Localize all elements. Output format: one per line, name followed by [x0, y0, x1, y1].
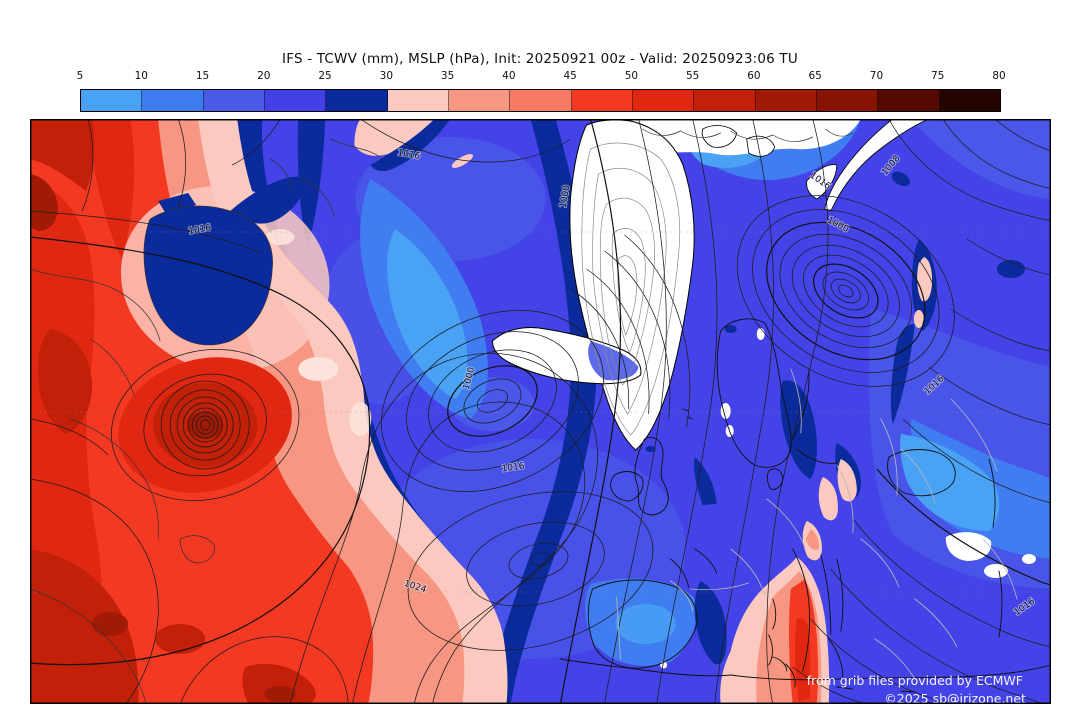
weather-map-svg: 1016101610001000101610241016100810001016… [30, 119, 1051, 704]
colorbar-tick-label: 75 [931, 70, 945, 82]
colorbar-segment [571, 90, 633, 111]
coastlines [30, 138, 1051, 704]
colorbar-segment [203, 90, 265, 111]
colorbar-segment [448, 90, 511, 111]
colorbar-tick-label: 10 [134, 70, 148, 82]
isobars-atlantic-front [559, 119, 829, 704]
colorbar-tick-label: 20 [257, 70, 271, 82]
colorbar-tick-label: 30 [379, 70, 394, 82]
colorbar-segment [939, 90, 1000, 111]
colorbar-segment [264, 90, 327, 111]
colorbar-tick-label: 5 [76, 70, 84, 82]
isobars-red-zone [30, 119, 371, 704]
watermark-credit: from grib files provided by ECMWF [807, 673, 1023, 688]
colorbar-tick-label: 70 [869, 70, 884, 82]
latitude-gridlines [30, 231, 1051, 593]
map-border [30, 119, 1051, 704]
colorbar-tick-label: 55 [685, 70, 700, 82]
dry-white-areas [491, 119, 1036, 669]
colorbar-tick-label: 65 [808, 70, 822, 82]
colorbar-tick-label: 40 [502, 70, 516, 82]
isobars-iceland-low [289, 119, 691, 704]
isobars-azores-high [407, 491, 654, 651]
colorbar-tick-label: 15 [195, 70, 210, 82]
colorbar-tick-label: 60 [747, 70, 761, 82]
isobars-hurricane [110, 349, 300, 501]
colorbar-segment [755, 90, 817, 111]
colorbar-segment [326, 90, 388, 111]
tcwv-colorbar [80, 89, 1001, 112]
colorbar-tick-label: 50 [624, 70, 639, 82]
watermark-copyright: ©2025 sb@irizone.net [884, 691, 1026, 704]
isobars-east-europe [792, 119, 1051, 704]
colorbar-segment [510, 90, 572, 111]
svalbard-islands [701, 125, 738, 148]
chart-title: IFS - TCWV (mm), MSLP (hPa), Init: 20250… [282, 51, 798, 67]
colorbar-segment [816, 90, 879, 111]
isobar-label: 1016 [501, 461, 525, 474]
colorbar-tick-label: 80 [992, 70, 1006, 82]
tcwv-shading-red [30, 119, 508, 704]
map-area: 1016 1016 1000 1000 1016 1024 1016 1008 1000 1016… [30, 119, 1051, 704]
colorbar-tick-label: 35 [440, 70, 455, 82]
colorbar-tick-label: 25 [318, 70, 332, 82]
country-borders [616, 368, 1018, 680]
colorbar-segment [878, 90, 940, 111]
colorbar-segment [694, 90, 756, 111]
novaya-zemlya [824, 119, 930, 212]
colorbar-segment [142, 90, 204, 111]
colorbar-segment [81, 90, 143, 111]
colorbar-segment [632, 90, 695, 111]
colorbar-segment [387, 90, 449, 111]
isobars-barents-low [736, 195, 955, 387]
colorbar-tick-label: 45 [563, 70, 577, 82]
watermark: from grib files provided by ECMWF ©2025 … [807, 673, 1026, 704]
